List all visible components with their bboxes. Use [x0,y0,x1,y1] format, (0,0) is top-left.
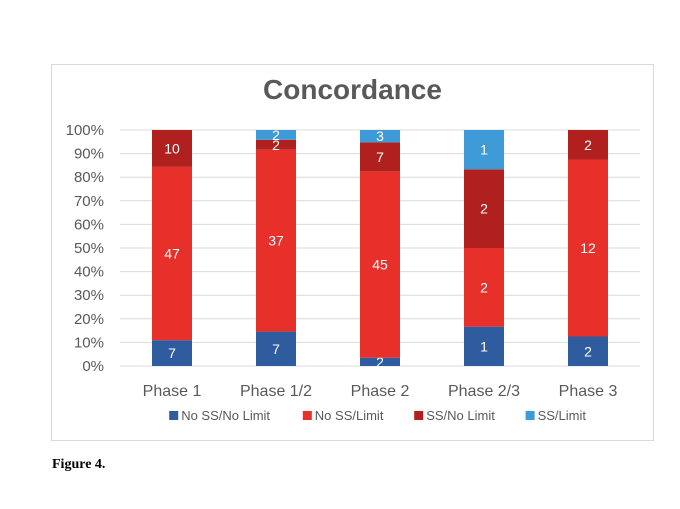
chart-title: Concordance [263,74,442,105]
bar-segment [256,149,296,332]
y-tick-label: 50% [74,240,104,257]
legend-label: SS/No Limit [426,408,495,423]
bar-segment [464,169,504,248]
data-label: 2 [584,343,592,359]
data-label: 2 [480,279,488,295]
legend-label: No SS/No Limit [181,408,270,423]
data-label: 2 [584,137,592,153]
y-tick-label: 60% [74,216,104,233]
y-tick-label: 100% [66,122,104,139]
data-label: 2 [376,354,384,370]
data-label: 45 [372,257,388,273]
bar-segment [464,326,504,366]
bar-segment [256,130,296,140]
bar-segment [360,130,400,143]
y-tick-label: 10% [74,334,104,351]
bar-segment [568,159,608,337]
y-tick-label: 20% [74,311,104,328]
data-label: 12 [580,240,596,256]
data-label: 7 [272,341,280,357]
data-label: 2 [272,137,280,153]
legend-label: No SS/Limit [315,408,384,423]
legend-swatch [169,411,179,420]
x-tick-label: Phase 3 [559,383,618,400]
y-tick-label: 80% [74,169,104,186]
data-label: 1 [480,338,488,354]
y-tick-label: 40% [74,264,104,281]
y-tick-label: 90% [74,146,104,163]
bar-segment [568,130,608,160]
data-label: 2 [480,201,488,217]
chart-frame [51,64,654,441]
bar-segment [152,166,192,341]
data-label: 47 [164,246,180,262]
bar-segment [568,336,608,366]
bar-segment [152,340,192,366]
x-tick-label: Phase 2 [351,383,410,400]
bar-segment [360,142,400,172]
y-tick-label: 70% [74,193,104,210]
bar-segment [152,130,192,167]
y-tick-label: 30% [74,287,104,304]
x-tick-label: Phase 1/2 [240,383,312,400]
bar-segment [360,171,400,358]
data-label: 2 [272,127,280,143]
legend-swatch [525,411,535,420]
data-label: 7 [376,149,384,165]
data-label: 7 [168,345,176,361]
data-label: 3 [376,128,384,144]
bar-segment [464,130,504,170]
bar-segment [256,139,296,150]
x-tick-label: Phase 1 [143,383,202,400]
bar-segment [256,331,296,366]
legend-label: SS/Limit [538,408,587,423]
x-tick-label: Phase 2/3 [448,383,520,400]
bar-segment [464,248,504,327]
legend-swatch [302,411,312,420]
figure-caption: Figure 4. [52,457,106,472]
y-tick-label: 0% [82,358,104,375]
legend-swatch [414,411,424,420]
data-label: 37 [268,233,284,249]
bar-segment [360,357,400,366]
data-label: 10 [164,140,180,156]
data-label: 1 [480,142,488,158]
